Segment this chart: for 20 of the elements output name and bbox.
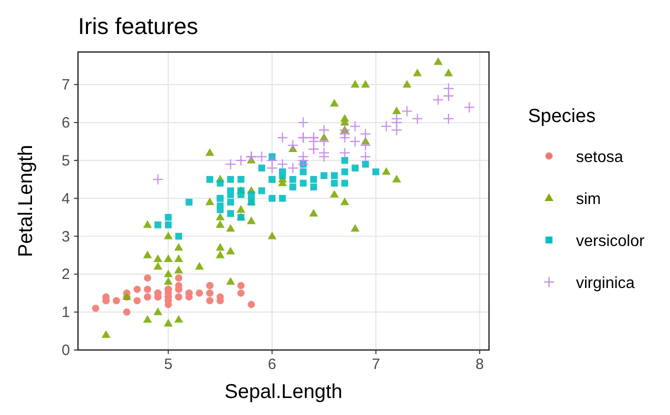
legend-label: setosa — [576, 149, 624, 166]
legend-title: Species — [528, 106, 596, 127]
x-tick-label: 8 — [475, 356, 484, 373]
y-tick-label: 3 — [62, 228, 70, 246]
legend-label: virginica — [576, 275, 635, 292]
x-axis-title: Sepal.Length — [224, 381, 342, 403]
x-tick-label: 6 — [268, 356, 276, 373]
y-tick-label: 6 — [62, 114, 70, 132]
y-tick-label: 1 — [62, 304, 70, 322]
y-tick-label: 0 — [62, 342, 70, 359]
x-tick-label: 7 — [372, 356, 380, 373]
y-tick-label: 4 — [62, 190, 70, 208]
x-tick-label: 5 — [164, 356, 172, 373]
chart-title: Iris features — [78, 13, 198, 39]
legend-label: versicolor — [576, 233, 646, 250]
y-tick-label: 2 — [62, 266, 70, 284]
legend-label: sim — [576, 191, 601, 208]
y-tick-label: 7 — [62, 76, 70, 94]
y-tick-label: 5 — [62, 152, 70, 170]
y-axis-title: Petal.Length — [15, 144, 37, 258]
